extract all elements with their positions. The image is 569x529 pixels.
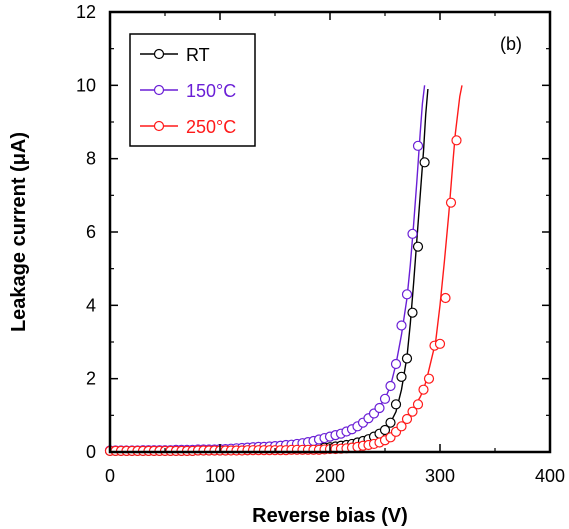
x-tick-label: 0 [105,466,115,486]
data-point [401,289,413,300]
legend-entry: 150°C [186,81,236,101]
data-point [440,292,451,304]
data-point [401,413,413,425]
x-tick-label: 100 [205,466,235,486]
y-axis-title: Leakage current (μA) [8,132,30,332]
legend-entry: RT [186,45,210,65]
legend-marker [153,120,165,132]
data-point [412,399,424,410]
y-tick-label: 12 [76,2,96,22]
legend-marker [153,84,165,96]
data-point [407,228,418,239]
data-point [407,406,418,417]
x-axis-title: Reverse bias (V) [252,505,408,527]
data-point [390,399,402,410]
data-point [451,135,462,146]
data-point [445,197,457,208]
data-point [418,384,429,395]
y-tick-label: 6 [86,222,96,242]
y-tick-label: 8 [86,149,96,169]
data-point [419,157,430,168]
legend: RT 150°C 250°C [129,33,256,147]
data-point [379,393,391,404]
x-tick-label: 200 [315,466,345,486]
data-point [396,421,407,432]
series-layer [104,85,463,456]
data-point [396,320,407,331]
y-tick-label: 0 [86,442,96,462]
panel-label: (b) [500,34,522,54]
x-tick-label: 400 [535,466,565,486]
data-point [407,307,418,318]
x-tick-label: 300 [425,466,455,486]
ticks-layer: 0 100 200 300 400 0 2 4 6 8 10 12 [76,2,565,486]
data-point [401,353,413,364]
data-point [412,140,424,151]
data-point [423,373,435,384]
legend-entry: 250°C [186,117,236,137]
y-tick-label: 10 [76,75,96,95]
y-tick-label: 4 [86,295,96,315]
data-point [412,241,424,252]
data-point [390,358,402,370]
y-tick-label: 2 [86,369,96,389]
data-point [379,424,391,436]
data-point [385,380,396,392]
data-point [385,417,396,428]
legend-marker [153,48,165,60]
data-point [374,402,385,414]
data-point [434,338,446,349]
data-point [396,371,407,382]
